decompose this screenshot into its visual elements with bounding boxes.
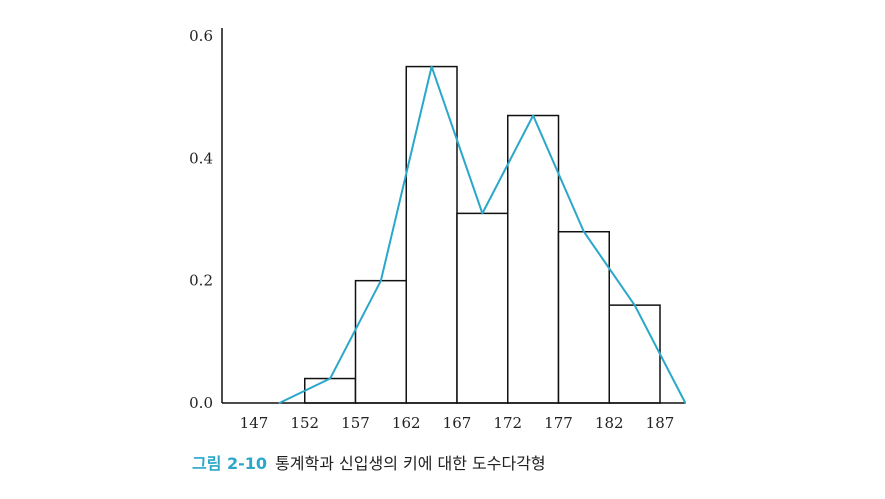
- histogram-bar: [456, 212, 509, 404]
- polygon-point: [380, 279, 382, 282]
- x-tick-label: 177: [544, 414, 573, 432]
- x-tick-label: 157: [341, 414, 370, 432]
- y-tick-label: 0.0: [189, 394, 213, 412]
- histogram-bar: [405, 65, 458, 404]
- y-tick-label: 0.4: [189, 149, 213, 167]
- polygon-point: [532, 114, 534, 117]
- polygon-point: [430, 65, 433, 68]
- x-tick-label: 167: [443, 414, 472, 432]
- polygon-point: [278, 402, 281, 404]
- tick-labels: 147 152 157 162 167 172 177 182 187 0.0 0.2 0.4 0.6: [189, 27, 674, 432]
- figure-caption: 그림 2-10 통계학과 신입생의 키에 대한 도수다각형: [192, 450, 546, 474]
- polygon-point: [481, 212, 484, 215]
- x-tick-label: 162: [392, 414, 421, 432]
- histogram-bar: [354, 279, 407, 404]
- x-tick-label: 187: [646, 414, 675, 432]
- x-tick-label: 182: [595, 414, 624, 432]
- histogram-bar: [304, 377, 357, 404]
- frequency-polygon: [278, 65, 687, 404]
- histogram-bar: [507, 114, 560, 404]
- caption-text: 통계학과 신입생의 키에 대한 도수다각형: [275, 454, 546, 473]
- polygon-point: [684, 402, 687, 404]
- polygon-point: [583, 230, 585, 233]
- histogram-bar: [608, 304, 661, 404]
- histogram-bars: [304, 65, 661, 404]
- x-tick-label: 172: [493, 414, 522, 432]
- caption-label: 그림 2-10: [192, 454, 268, 473]
- x-tick-label: 152: [290, 414, 319, 432]
- x-tick-label: 147: [240, 414, 269, 432]
- polygon-point: [633, 304, 636, 306]
- y-tick-label: 0.2: [189, 272, 213, 290]
- chart-axes: [221, 28, 685, 404]
- y-tick-label: 0.6: [189, 27, 213, 45]
- polygon-point: [329, 377, 331, 380]
